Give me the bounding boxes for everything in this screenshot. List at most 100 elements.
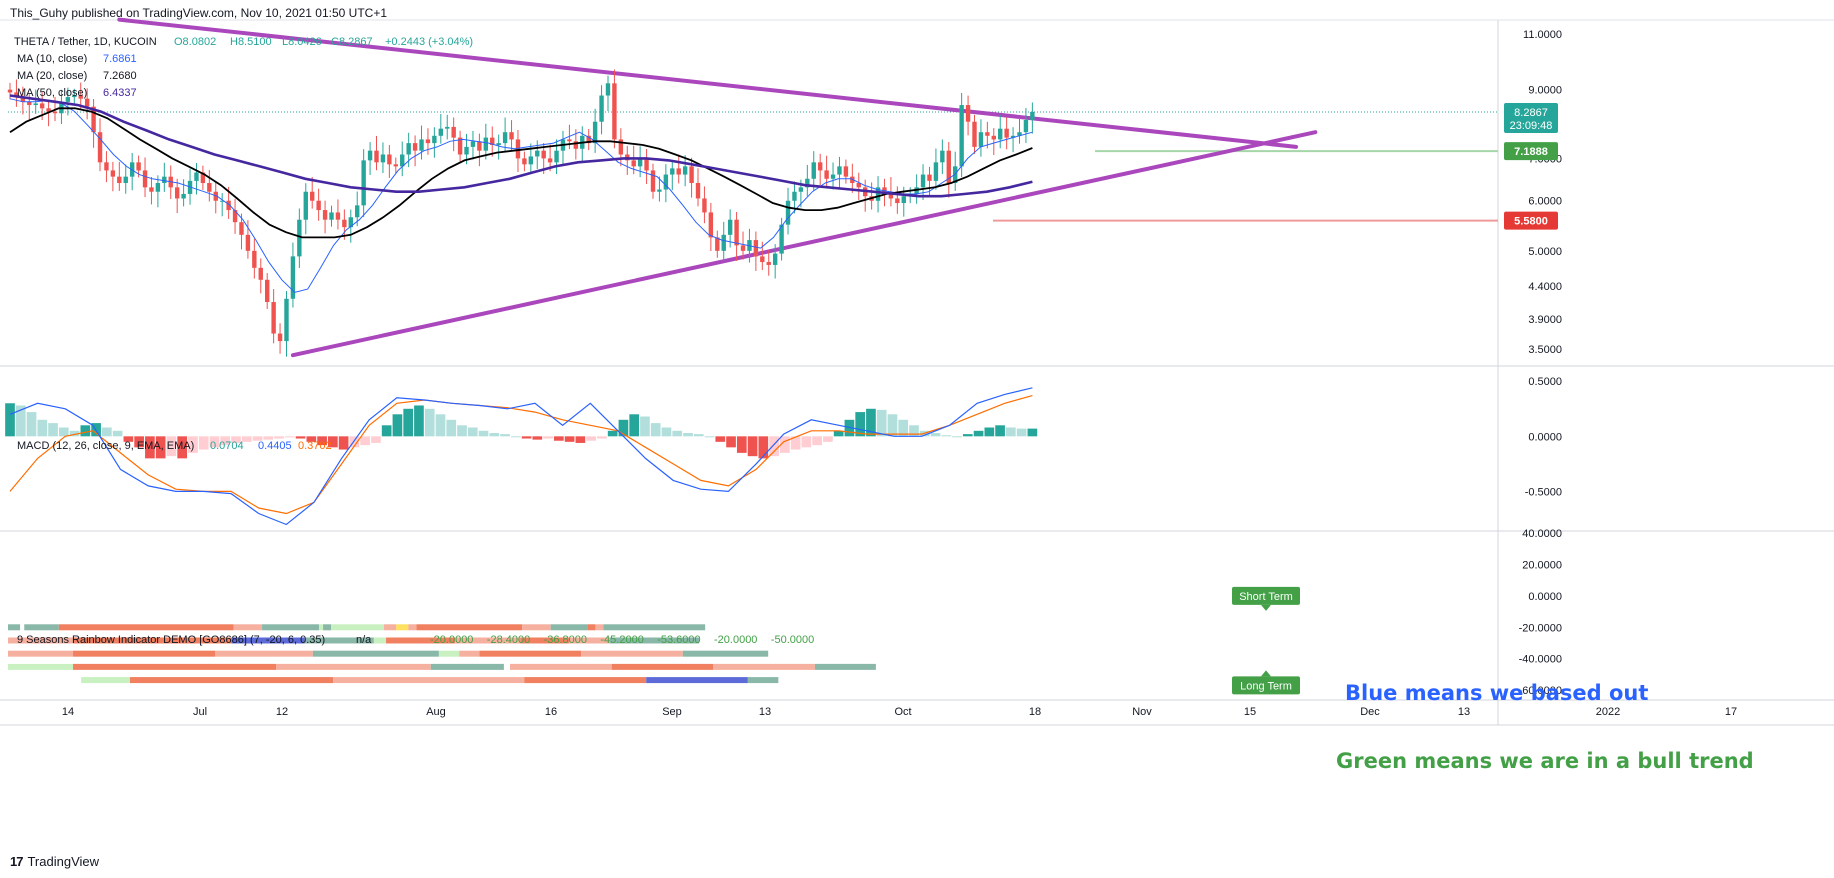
candle-body [882,187,887,192]
macd-histogram-bar [231,436,241,443]
resistance-price-badge: 7.1888 [1514,146,1548,158]
rainbow-band-segment [73,663,277,670]
candle-body [400,154,405,167]
rainbow-band-segment [682,650,769,657]
candle-body [785,200,791,225]
macd-histogram-bar [252,436,263,441]
candle-body [252,250,257,268]
candle-body [290,256,296,299]
candle-body [676,168,681,175]
macd-axis-tick: 0.0000 [1528,431,1562,443]
candle-body [1030,111,1035,120]
candle-body [406,143,411,155]
macd-histogram-bar [898,419,909,437]
ma50-legend-value: 6.4337 [103,87,137,99]
candle-body [920,174,926,188]
rainbow-band-segment [581,650,683,657]
candle-body [226,200,231,211]
macd-histogram-bar [1016,428,1027,437]
candle-body [200,172,206,184]
candle-body [355,205,360,218]
macd-histogram-bar [328,436,338,448]
rainbow-axis-tick: 40.0000 [1522,528,1562,540]
macd-histogram-bar [984,427,995,437]
macd-histogram-bar [220,436,231,446]
macd-histogram-bar [263,436,274,440]
macd-histogram-bar [26,412,37,437]
candle-body [592,121,598,144]
macd-histogram-bar [823,436,833,442]
rainbow-legend-label: 9 Seasons Rainbow Indicator DEMO [GO8686… [17,634,325,646]
rainbow-legend-value: -50.0000 [771,634,814,646]
rainbow-band-segment [58,624,234,631]
rainbow-band-segment [73,637,232,644]
tradingview-logo-icon: 17 [10,854,24,869]
macd-histogram-bar [543,436,553,439]
rainbow-band-segment [510,663,612,670]
candle-body [1004,128,1009,138]
candle-body [219,200,225,202]
candle-body [162,176,167,184]
candle-body [457,137,463,155]
macd-histogram-bar [500,434,510,437]
candle-body [895,198,900,204]
macd-histogram-bar [1027,428,1038,437]
rainbow-axis-tick: -40.0000 [1519,654,1562,666]
ma50-legend-label: MA (50, close) [17,87,87,99]
macd-histogram-bar [736,436,747,453]
rainbow-band-segment [438,650,460,657]
candle-body [515,139,521,159]
annotation-blue: Blue means we based out [1345,681,1648,705]
candle-body [805,178,810,188]
macd-histogram-bar [780,436,790,453]
macd-histogram-bar [198,436,209,450]
macd-hist-value: 0.0704 [210,440,244,452]
time-axis-tick: Dec [1360,706,1380,718]
macd-histogram-bar [381,425,392,437]
macd-axis-tick: 0.5000 [1528,376,1562,388]
candle-body [824,170,829,179]
macd-histogram-bar [209,436,220,448]
macd-histogram-bar [338,436,349,450]
rainbow-band-segment [323,624,332,631]
time-axis-tick: Sep [662,706,682,718]
ohlc-change: +0.2443 (+3.04%) [385,36,473,48]
candle-body [554,150,559,163]
candle-body [361,160,366,206]
candle-body [522,158,527,165]
rainbow-band-segment [408,624,417,631]
annotation-green: Green means we are in a bull trend [1336,749,1754,773]
candle-body [310,191,315,201]
candle-body [451,126,456,138]
candle-body [772,253,778,265]
candle-body [335,212,341,220]
rainbow-band-segment [373,637,387,644]
macd-histogram-bar [769,436,779,457]
macd-histogram-bar [747,436,758,457]
rainbow-band-segment [73,650,216,657]
macd-histogram-bar [640,416,650,437]
candle-body [670,168,675,175]
macd-histogram-bar [564,436,575,442]
candle-body [547,158,553,163]
candle-body [419,139,424,151]
candle-body [959,105,964,167]
candle-body [445,126,450,129]
rainbow-legend-value: -36.8000 [544,634,587,646]
macd-histogram-bar [403,408,414,437]
candle-body [888,191,894,199]
ma20-legend-value: 7.2680 [103,70,137,82]
candle-body [695,183,701,199]
rainbow-band-segment [430,663,504,670]
rainbow-band-segment [276,663,431,670]
rainbow-band-segment [81,677,130,684]
candle-body [110,170,116,177]
candle-body [412,143,418,151]
candle-body [425,139,431,144]
macd-histogram-bar [371,436,381,443]
candle-body [715,237,720,251]
candle-body [438,128,444,136]
ma20-legend-label: MA (20, close) [17,70,87,82]
ma50-line [9,94,1033,198]
